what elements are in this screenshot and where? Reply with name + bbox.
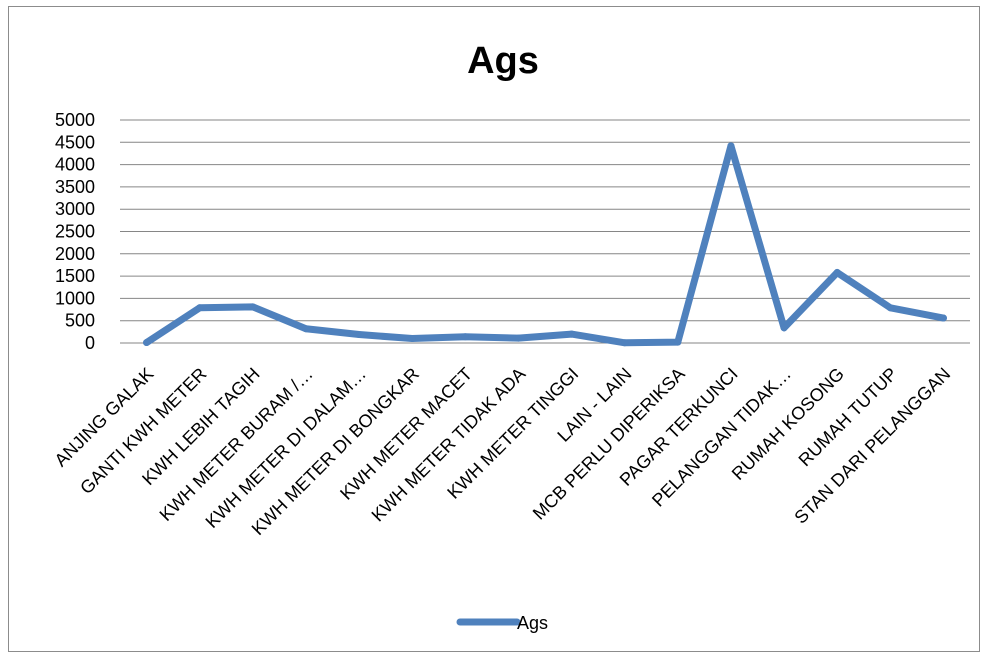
- data-point: [674, 338, 682, 346]
- data-point: [568, 330, 576, 338]
- legend: Ags: [456, 613, 548, 633]
- y-tick-label: 4000: [55, 155, 95, 175]
- y-tick-label: 1000: [55, 288, 95, 308]
- x-tick-label: RUMAH TUTUP: [795, 364, 902, 471]
- y-tick-label: 1500: [55, 266, 95, 286]
- series-line: [143, 142, 947, 347]
- data-point: [621, 339, 629, 347]
- data-point: [196, 304, 204, 312]
- y-tick-label: 500: [65, 311, 95, 331]
- legend-label: Ags: [517, 613, 548, 633]
- data-point: [249, 303, 257, 311]
- data-point: [833, 269, 841, 277]
- data-point: [461, 333, 469, 341]
- y-tick-label: 0: [85, 333, 95, 353]
- y-tick-label: 4500: [55, 132, 95, 152]
- y-tick-label: 3000: [55, 199, 95, 219]
- data-point: [143, 339, 151, 347]
- chart-title: Ags: [467, 40, 539, 82]
- data-point: [514, 334, 522, 342]
- data-point: [727, 142, 735, 150]
- y-tick-label: 2500: [55, 222, 95, 242]
- data-point: [780, 324, 788, 332]
- x-tick-label: ANJING GALAK: [51, 364, 158, 471]
- y-tick-label: 3500: [55, 177, 95, 197]
- data-point: [939, 314, 947, 322]
- data-point: [302, 325, 310, 333]
- data-point: [355, 331, 363, 339]
- y-tick-label: 5000: [55, 110, 95, 130]
- data-point: [408, 335, 416, 343]
- data-point: [886, 304, 894, 312]
- y-tick-label: 2000: [55, 244, 95, 264]
